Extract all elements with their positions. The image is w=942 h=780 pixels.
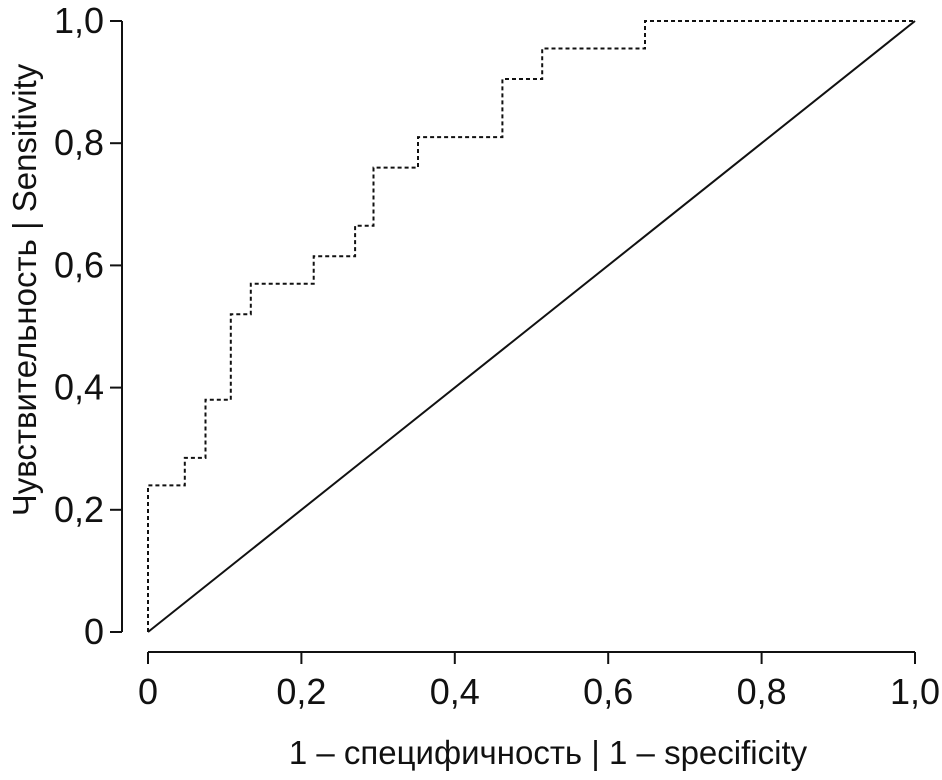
series-layer — [147, 20, 916, 633]
y-tick-label: 0,6 — [54, 244, 104, 285]
x-tick-label: 0,8 — [737, 671, 787, 712]
x-tick-label: 0 — [138, 671, 158, 712]
y-tick-label: 1,0 — [54, 0, 104, 41]
x-tick-label: 1,0 — [890, 671, 940, 712]
x-axis-title: 1 – специфичность | 1 – specificity — [289, 734, 808, 771]
reference-diagonal-line — [147, 20, 916, 633]
tick-labels: 0 0,2 0,4 0,6 0,8 1,0 0 0,2 0,4 0,6 0,8 1,0 — [54, 0, 940, 712]
y-tick-label: 0 — [84, 611, 104, 652]
y-axis-title: Чувствительность | Sensitivity — [6, 63, 43, 516]
axes — [110, 20, 916, 664]
y-tick-label: 0,4 — [54, 367, 104, 408]
y-tick-label: 0,2 — [54, 489, 104, 530]
roc-curve-line — [147, 20, 915, 632]
x-tick-label: 0,2 — [276, 671, 326, 712]
x-tick-label: 0,6 — [583, 671, 633, 712]
x-tick-label: 0,4 — [430, 671, 480, 712]
y-tick-label: 0,8 — [54, 122, 104, 163]
